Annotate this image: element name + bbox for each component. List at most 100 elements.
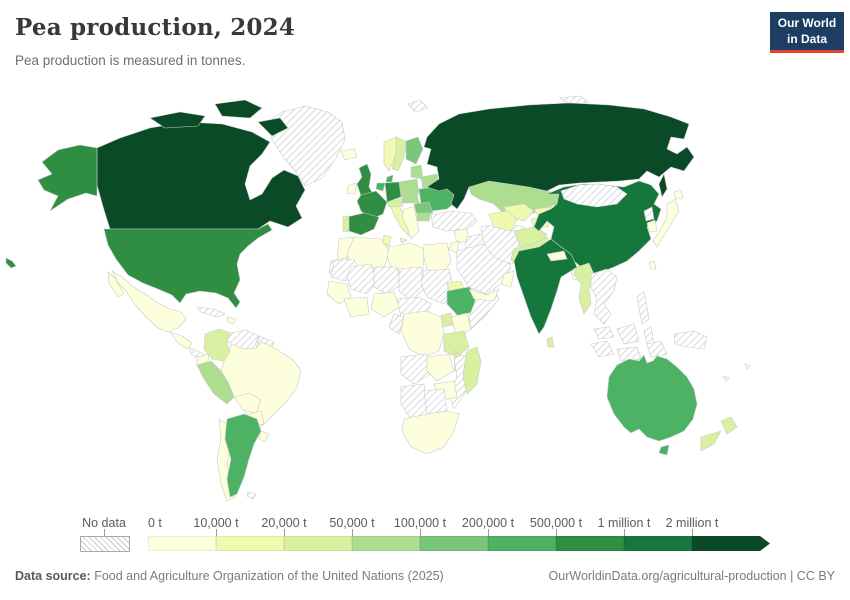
country-canada[interactable]: [214, 99, 263, 119]
country-iceland[interactable]: [340, 148, 358, 161]
country-belgium-netherlands[interactable]: [375, 182, 386, 192]
country-japan[interactable]: [652, 198, 680, 248]
country-svalbard[interactable]: [407, 99, 429, 113]
country-western-balkans-greece[interactable]: [401, 206, 420, 240]
country-uganda[interactable]: [440, 312, 454, 328]
country-myanmar[interactable]: [573, 262, 595, 315]
country-malaysia[interactable]: [593, 326, 615, 340]
country-philippines[interactable]: [636, 291, 650, 325]
country-kenya[interactable]: [450, 312, 472, 338]
country-niger[interactable]: [373, 266, 402, 295]
legend-bin-1[interactable]: [216, 536, 284, 551]
country-indonesia[interactable]: [646, 340, 668, 358]
country-yemen[interactable]: [468, 288, 500, 302]
country-pacific-islands[interactable]: [722, 375, 730, 382]
legend-bin-8[interactable]: [692, 536, 770, 551]
country-ghana-ivory-coast[interactable]: [343, 296, 370, 318]
legend-bin-2[interactable]: [284, 536, 352, 551]
legend-threshold-label: 10,000 t: [193, 516, 239, 530]
country-ireland[interactable]: [346, 182, 358, 195]
country-uruguay[interactable]: [258, 430, 270, 443]
country-thailand-indochina[interactable]: [590, 268, 618, 325]
country-united-states[interactable]: [103, 223, 273, 309]
country-mexico[interactable]: [111, 270, 187, 333]
country-spain[interactable]: [346, 212, 380, 236]
country-namibia[interactable]: [400, 383, 428, 420]
country-dr-congo[interactable]: [400, 310, 445, 358]
country-angola[interactable]: [400, 353, 432, 385]
country-south-africa[interactable]: [401, 410, 460, 455]
country-mongolia[interactable]: [560, 183, 628, 208]
legend-bin-5[interactable]: [488, 536, 556, 551]
country-czechia-slovakia-hungary[interactable]: [400, 192, 420, 204]
country-taiwan[interactable]: [648, 260, 657, 270]
legend-bin-3[interactable]: [352, 536, 420, 551]
legend-bin-7[interactable]: [624, 536, 692, 551]
country-russia[interactable]: [658, 173, 668, 198]
country-italy[interactable]: [399, 237, 408, 244]
country-pacific-islands[interactable]: [744, 363, 751, 370]
country-congo-gabon[interactable]: [388, 313, 405, 335]
country-united-kingdom[interactable]: [356, 163, 374, 197]
country-oman[interactable]: [500, 270, 515, 288]
country-bolivia[interactable]: [233, 392, 262, 414]
country-united-states[interactable]: [5, 257, 17, 269]
country-falkland-islands[interactable]: [246, 491, 257, 500]
owid-logo[interactable]: Our World in Data: [770, 12, 844, 53]
country-canada[interactable]: [149, 111, 206, 129]
country-portugal[interactable]: [342, 215, 350, 233]
legend-bin-4[interactable]: [420, 536, 488, 551]
country-india[interactable]: [513, 238, 578, 335]
country-zambia[interactable]: [426, 353, 455, 382]
country-arctic-islands[interactable]: [559, 95, 589, 106]
country-switzerland-austria[interactable]: [386, 198, 404, 208]
country-north-korea[interactable]: [643, 206, 655, 222]
country-central-america[interactable]: [169, 331, 193, 350]
country-botswana[interactable]: [423, 388, 448, 415]
country-chad[interactable]: [398, 266, 425, 302]
country-canada[interactable]: [257, 117, 289, 137]
country-madagascar[interactable]: [462, 346, 482, 395]
credit-link[interactable]: OurWorldinData.org/agricultural-producti…: [548, 569, 835, 583]
country-australia[interactable]: [658, 444, 670, 456]
country-united-states[interactable]: [37, 144, 98, 212]
country-argentina[interactable]: [224, 413, 262, 498]
country-mali[interactable]: [346, 263, 378, 295]
country-finland[interactable]: [405, 136, 424, 165]
country-germany[interactable]: [384, 181, 402, 203]
country-cuba[interactable]: [196, 306, 226, 318]
country-indonesia[interactable]: [616, 323, 640, 345]
country-south-korea[interactable]: [646, 219, 658, 233]
legend-bin-6[interactable]: [556, 536, 624, 551]
chart-subtitle: Pea production is measured in tonnes.: [15, 53, 246, 68]
country-papua-new-guinea[interactable]: [673, 330, 708, 350]
legend-tick: [284, 529, 285, 536]
country-bulgaria[interactable]: [416, 212, 432, 222]
legend-tick: [556, 529, 557, 536]
legend-threshold-label: 500,000 t: [529, 516, 583, 530]
country-new-zealand[interactable]: [700, 430, 722, 452]
country-tanzania[interactable]: [443, 330, 470, 358]
country-nepal[interactable]: [546, 250, 568, 262]
country-indonesia[interactable]: [643, 326, 655, 345]
legend-no-data-swatch[interactable]: [80, 536, 130, 552]
legend-threshold-label: 0 t: [148, 516, 162, 530]
country-australia[interactable]: [606, 354, 698, 442]
country-turkey[interactable]: [430, 210, 478, 232]
legend-threshold-label: 20,000 t: [261, 516, 307, 530]
data-source-label: Data source:: [15, 569, 91, 583]
legend-bin-0[interactable]: [148, 536, 216, 551]
country-new-zealand[interactable]: [720, 416, 738, 435]
country-nigeria[interactable]: [370, 291, 400, 318]
country-japan[interactable]: [673, 189, 684, 200]
country-romania[interactable]: [413, 201, 434, 216]
country-sudan[interactable]: [420, 268, 455, 305]
country-greenland[interactable]: [267, 105, 346, 187]
country-hispaniola[interactable]: [226, 316, 237, 325]
country-sri-lanka[interactable]: [546, 336, 555, 348]
country-turkmenistan[interactable]: [488, 210, 518, 232]
country-indonesia[interactable]: [590, 340, 615, 358]
country-denmark[interactable]: [385, 174, 394, 183]
country-mexico[interactable]: [107, 271, 125, 298]
